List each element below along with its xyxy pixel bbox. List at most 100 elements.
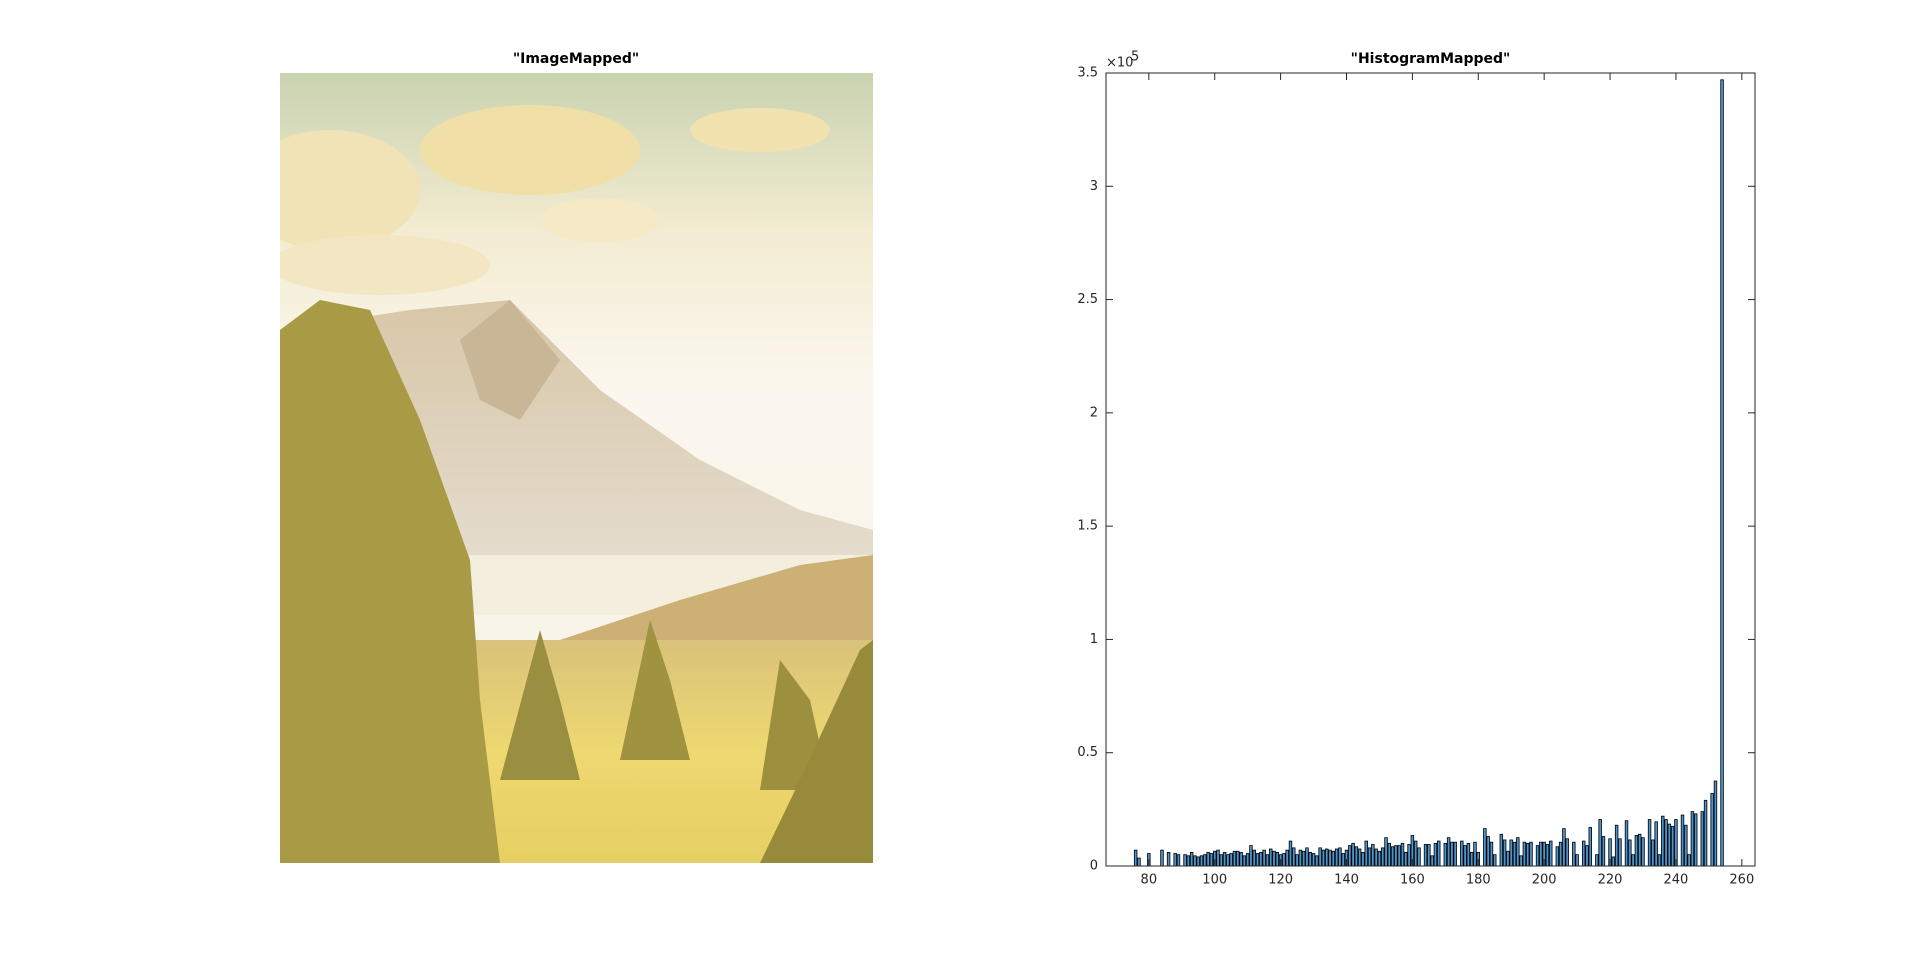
x-tick-label: 80: [1141, 873, 1158, 888]
bar: [1295, 854, 1299, 867]
bar: [1186, 855, 1191, 867]
bar: [1407, 844, 1411, 867]
bar: [1321, 849, 1326, 867]
bar: [1529, 841, 1533, 867]
axes-background: [1106, 73, 1755, 866]
bar: [1354, 846, 1359, 867]
bar: [1249, 845, 1253, 867]
bar: [1572, 841, 1576, 867]
bar: [1506, 850, 1510, 867]
bar: [1282, 853, 1286, 867]
y-tick-label: 2: [1090, 405, 1098, 420]
bar: [1624, 820, 1629, 867]
bar: [1229, 853, 1233, 867]
bar: [1216, 849, 1220, 867]
bar: [1226, 854, 1230, 867]
bar: [1710, 793, 1714, 867]
bar: [1483, 828, 1487, 867]
bar: [1252, 849, 1256, 867]
bar: [1446, 837, 1451, 867]
bar: [1239, 852, 1243, 867]
bar: [1502, 839, 1507, 867]
bar: [1473, 841, 1477, 867]
y-tick-label: 1: [1090, 632, 1098, 647]
bar: [1305, 847, 1309, 867]
bar: [1601, 836, 1606, 867]
bar: [1641, 837, 1645, 867]
bar: [1423, 844, 1428, 867]
bar: [1535, 845, 1540, 867]
bar: [1595, 854, 1599, 867]
image-title: "ImageMapped": [513, 51, 639, 67]
bar: [1450, 841, 1454, 867]
bar: [1265, 854, 1270, 867]
bar: [1288, 840, 1293, 867]
bar: [1222, 852, 1227, 867]
bar: [1166, 852, 1171, 867]
bar: [1377, 850, 1382, 867]
x-tick-label: 240: [1664, 873, 1689, 888]
bar: [1285, 849, 1289, 867]
bar: [1651, 839, 1655, 867]
bar: [1664, 819, 1668, 867]
bar: [1562, 828, 1566, 867]
bar: [1637, 833, 1642, 867]
y-exponent-base: ×10: [1106, 56, 1133, 71]
bar: [1693, 813, 1698, 867]
y-tick-label: 2.5: [1077, 292, 1098, 307]
bar: [1308, 852, 1312, 867]
bar: [1371, 844, 1375, 867]
bar: [1292, 847, 1296, 867]
bar: [1486, 836, 1490, 867]
bar: [1657, 854, 1662, 867]
bar: [1670, 825, 1675, 867]
bar: [1357, 848, 1362, 867]
bar: [1404, 852, 1408, 867]
bar: [1189, 852, 1194, 867]
bar: [1687, 854, 1691, 867]
bar: [1690, 811, 1695, 867]
bar: [1301, 850, 1306, 867]
y-tick-label: 3: [1090, 179, 1098, 194]
bar: [1466, 842, 1471, 867]
bar: [1338, 847, 1342, 867]
bar: [1516, 837, 1520, 867]
bar: [1196, 856, 1200, 867]
bar: [1259, 852, 1263, 867]
bar: [1275, 852, 1280, 867]
bar: [1588, 827, 1592, 867]
bar: [1381, 847, 1385, 867]
bar: [1469, 852, 1474, 867]
bar: [1661, 815, 1665, 867]
x-tick-label: 220: [1598, 873, 1623, 888]
bar: [1565, 838, 1569, 867]
bar: [1654, 821, 1658, 867]
axes-box: [1105, 72, 1756, 867]
bar: [1700, 811, 1705, 867]
bar: [1328, 849, 1332, 867]
bar: [1390, 846, 1395, 867]
bar: [1325, 848, 1329, 867]
bar: [1173, 853, 1177, 867]
x-tick-label: 260: [1729, 873, 1754, 888]
bar: [1499, 833, 1504, 867]
bar: [1453, 841, 1457, 867]
bar: [1272, 850, 1276, 867]
y-tick-label: 0: [1090, 859, 1098, 874]
bar: [1176, 854, 1181, 867]
bar: [1460, 840, 1464, 867]
bar: [1611, 856, 1616, 867]
bar: [1245, 853, 1250, 867]
bar: [1387, 842, 1392, 867]
bar: [1443, 842, 1448, 867]
bar: [1394, 845, 1398, 867]
bar: [1413, 840, 1418, 867]
bar: [1318, 847, 1322, 867]
bar: [1667, 823, 1672, 867]
bar: [1232, 850, 1237, 867]
bar: [1509, 839, 1513, 867]
bar: [1298, 849, 1303, 867]
bar: [1367, 847, 1372, 867]
